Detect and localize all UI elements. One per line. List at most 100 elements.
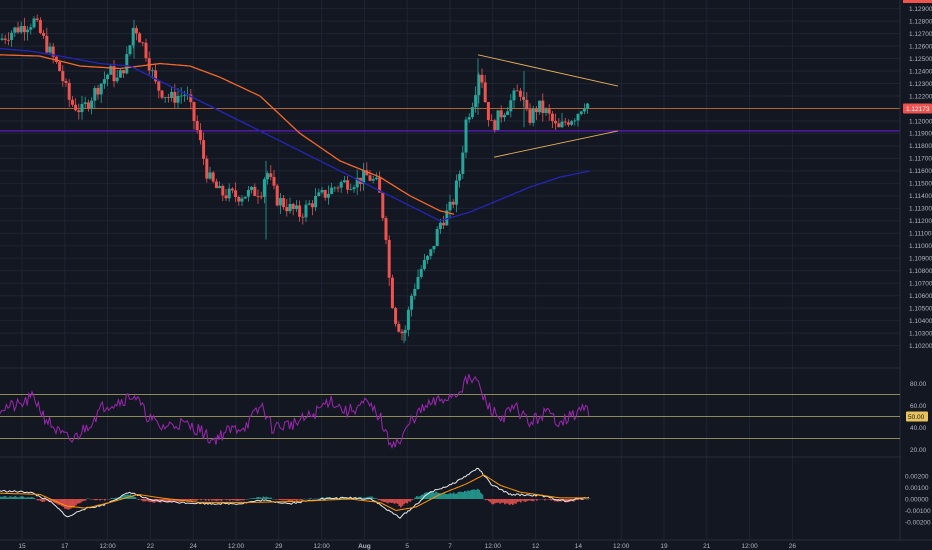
macd-histogram-bar: [216, 499, 218, 501]
candle-body: [432, 246, 436, 250]
candle-body: [83, 102, 87, 104]
macd-histogram-bar: [518, 499, 521, 502]
price-tick-label: 1.11200: [909, 218, 932, 225]
macd-histogram-bar: [523, 499, 525, 502]
macd-histogram-bar: [188, 499, 191, 501]
macd-histogram-bar: [438, 493, 441, 499]
candle-body: [10, 32, 14, 41]
macd-histogram-bar: [403, 499, 405, 505]
candle-body: [413, 289, 417, 296]
candle-body: [323, 190, 327, 198]
candle-body: [141, 42, 145, 44]
macd-histogram-bar: [49, 499, 52, 502]
price-tick-label: 1.12800: [909, 18, 932, 25]
candle-body: [122, 70, 126, 74]
macd-histogram-bar: [526, 499, 529, 501]
candle-body: [51, 46, 55, 57]
candle-body: [410, 295, 414, 310]
candle-body: [582, 108, 586, 112]
macd-histogram-bar: [580, 499, 583, 501]
macd-histogram-bar: [30, 496, 33, 499]
macd-histogram-bar: [137, 499, 140, 501]
macd-histogram-bar: [80, 499, 82, 503]
macd-histogram-bar: [161, 499, 164, 502]
candle-body: [291, 203, 295, 210]
macd-histogram-bar: [449, 492, 452, 499]
price-pane[interactable]: [0, 14, 900, 344]
price-tick-label: 1.12200: [909, 93, 932, 100]
macd-histogram-bar: [371, 496, 373, 499]
macd-pane[interactable]: [0, 467, 591, 519]
price-tick-label: 1.12600: [909, 43, 932, 50]
candle-body: [86, 102, 90, 109]
macd-histogram-bar: [224, 499, 226, 500]
time-tick-label: 12:00: [485, 543, 502, 550]
candle-body: [394, 308, 398, 324]
macd-histogram-bar: [14, 496, 17, 499]
macd-histogram-bar: [259, 497, 261, 499]
candle-body: [387, 239, 391, 278]
candle-body: [550, 113, 554, 121]
macd-histogram-bar: [75, 499, 77, 506]
candle-body: [234, 190, 238, 198]
candle-body: [474, 95, 478, 108]
price-horizontal-levels[interactable]: [0, 108, 900, 132]
candle-body: [310, 203, 314, 208]
candle-body: [381, 192, 385, 219]
macd-histogram-bar: [430, 491, 433, 499]
candle-body: [403, 329, 407, 334]
price-tick-label: 1.11500: [909, 181, 932, 188]
macd-histogram-bar: [296, 499, 298, 502]
macd-histogram-bar: [486, 499, 489, 501]
rsi-axis[interactable]: 80.00 60.00 50.00 40.00 20.00: [906, 381, 928, 454]
macd-histogram-bar: [204, 499, 207, 501]
candle-body: [330, 187, 334, 194]
macd-histogram-bar: [171, 499, 173, 502]
rsi-tick-label: 40.00: [910, 425, 927, 432]
candle-body: [563, 121, 567, 123]
triangle-pattern-drawing[interactable]: [477, 54, 619, 158]
candle-body: [54, 56, 58, 63]
macd-histogram-bar: [363, 497, 365, 499]
macd-histogram-bar: [227, 499, 229, 500]
rsi-pane[interactable]: [0, 374, 900, 450]
candle-body: [374, 177, 378, 180]
candle-body: [128, 45, 132, 55]
macd-tick-label: 0.00200: [905, 473, 929, 480]
candle-body: [352, 187, 356, 190]
macd-histogram-bar: [9, 496, 12, 499]
macd-histogram-bar: [6, 497, 9, 499]
candle-body: [99, 83, 103, 95]
price-tick-label: 1.11100: [909, 231, 932, 238]
time-tick-label: 19: [660, 543, 668, 550]
candle-body: [154, 70, 158, 82]
candle-body: [365, 170, 369, 176]
candle-body: [176, 96, 180, 103]
macd-histogram-bar: [292, 499, 295, 501]
price-tick-label: 1.11400: [909, 193, 932, 200]
candle-body: [477, 74, 481, 96]
macd-histogram-bar: [446, 494, 449, 499]
candle-body: [240, 198, 244, 202]
macd-histogram-bar: [462, 492, 465, 499]
macd-histogram-bar: [94, 499, 97, 501]
time-axis[interactable]: 15 17 12:00 22 24 12:00 29 12:00 Aug 5 7 12:00 12 14 1…: [18, 543, 796, 550]
candle-body: [189, 94, 193, 103]
macd-axis[interactable]: 0.00200 0.00100 0.00000 -0.00100 -0.00200: [905, 473, 931, 526]
macd-histogram-bar: [508, 499, 511, 506]
macd-histogram-bar: [16, 496, 18, 499]
macd-histogram-bar: [200, 499, 202, 501]
candle-body: [390, 277, 394, 309]
macd-histogram-bar: [203, 499, 205, 500]
candle-body: [301, 216, 305, 218]
price-axis[interactable]: 1.12900 1.12800 1.12700 1.12600 1.12500 1.124…: [903, 0, 932, 350]
candle-body: [208, 172, 212, 179]
candle-body: [0, 38, 4, 40]
candle-body: [416, 276, 420, 290]
candle-body: [554, 120, 558, 124]
macd-histogram-bar: [148, 499, 151, 503]
candle-body: [336, 187, 340, 189]
macd-histogram-bar: [395, 499, 397, 504]
macd-histogram-bar: [104, 499, 106, 501]
